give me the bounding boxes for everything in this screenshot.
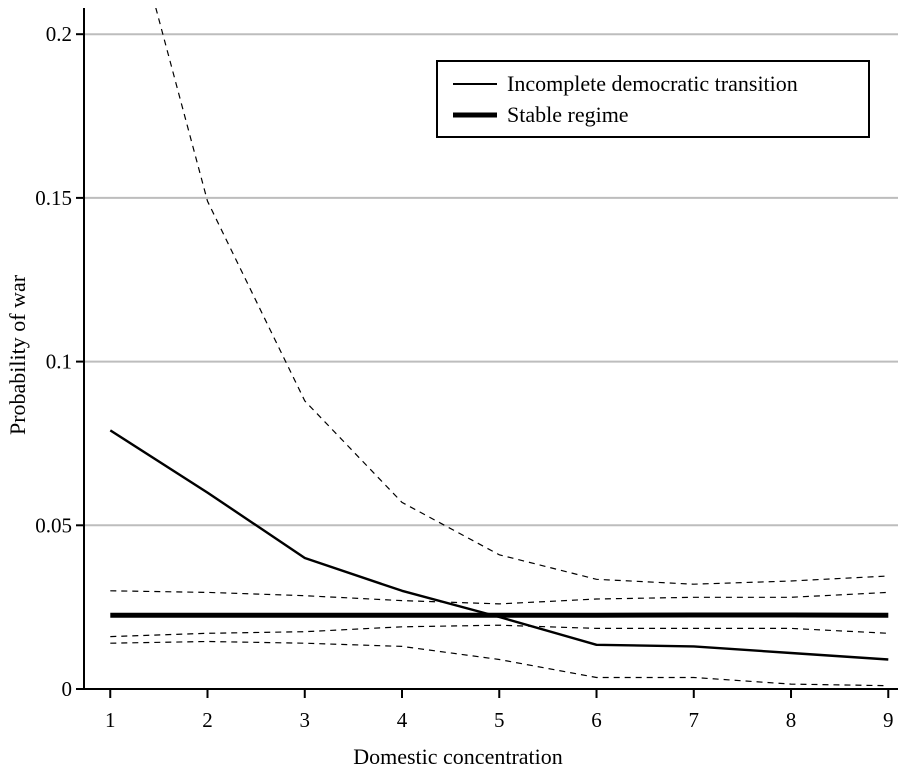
y-axis-title: Probability of war	[5, 274, 30, 435]
grid-lines	[84, 33, 898, 527]
x-ticks: 1 2 3 4 5 6 7 8 9	[105, 689, 894, 732]
x-tick-label: 9	[883, 708, 894, 732]
band-lower-stable	[110, 624, 889, 638]
legend-label-stable: Stable regime	[507, 102, 629, 127]
y-tick-label: 0.15	[35, 186, 72, 210]
x-tick-label: 8	[786, 708, 797, 732]
x-tick-label: 7	[689, 708, 700, 732]
legend: Incomplete democratic transition Stable …	[436, 60, 870, 138]
x-axis-title: Domestic concentration	[353, 744, 563, 769]
y-tick-label: 0	[62, 677, 73, 701]
x-tick-label: 4	[397, 708, 408, 732]
x-tick-label: 3	[300, 708, 311, 732]
legend-label-incomplete: Incomplete democratic transition	[507, 71, 798, 96]
y-tick-label: 0.2	[46, 22, 72, 46]
x-tick-label: 2	[202, 708, 213, 732]
y-ticks: 0 0.05 0.1 0.15 0.2	[35, 22, 84, 701]
x-tick-label: 1	[105, 708, 116, 732]
x-tick-label: 5	[494, 708, 505, 732]
y-tick-label: 0.05	[35, 513, 72, 537]
series-lines	[109, 429, 889, 661]
axes	[83, 8, 898, 690]
x-tick-label: 6	[591, 708, 602, 732]
confidence-bands	[110, 8, 889, 687]
band-lower-incomplete	[110, 640, 889, 687]
band-upper-stable	[110, 590, 889, 605]
y-tick-label: 0.1	[46, 350, 72, 374]
band-upper-incomplete	[155, 8, 889, 585]
legend-box	[436, 60, 870, 138]
